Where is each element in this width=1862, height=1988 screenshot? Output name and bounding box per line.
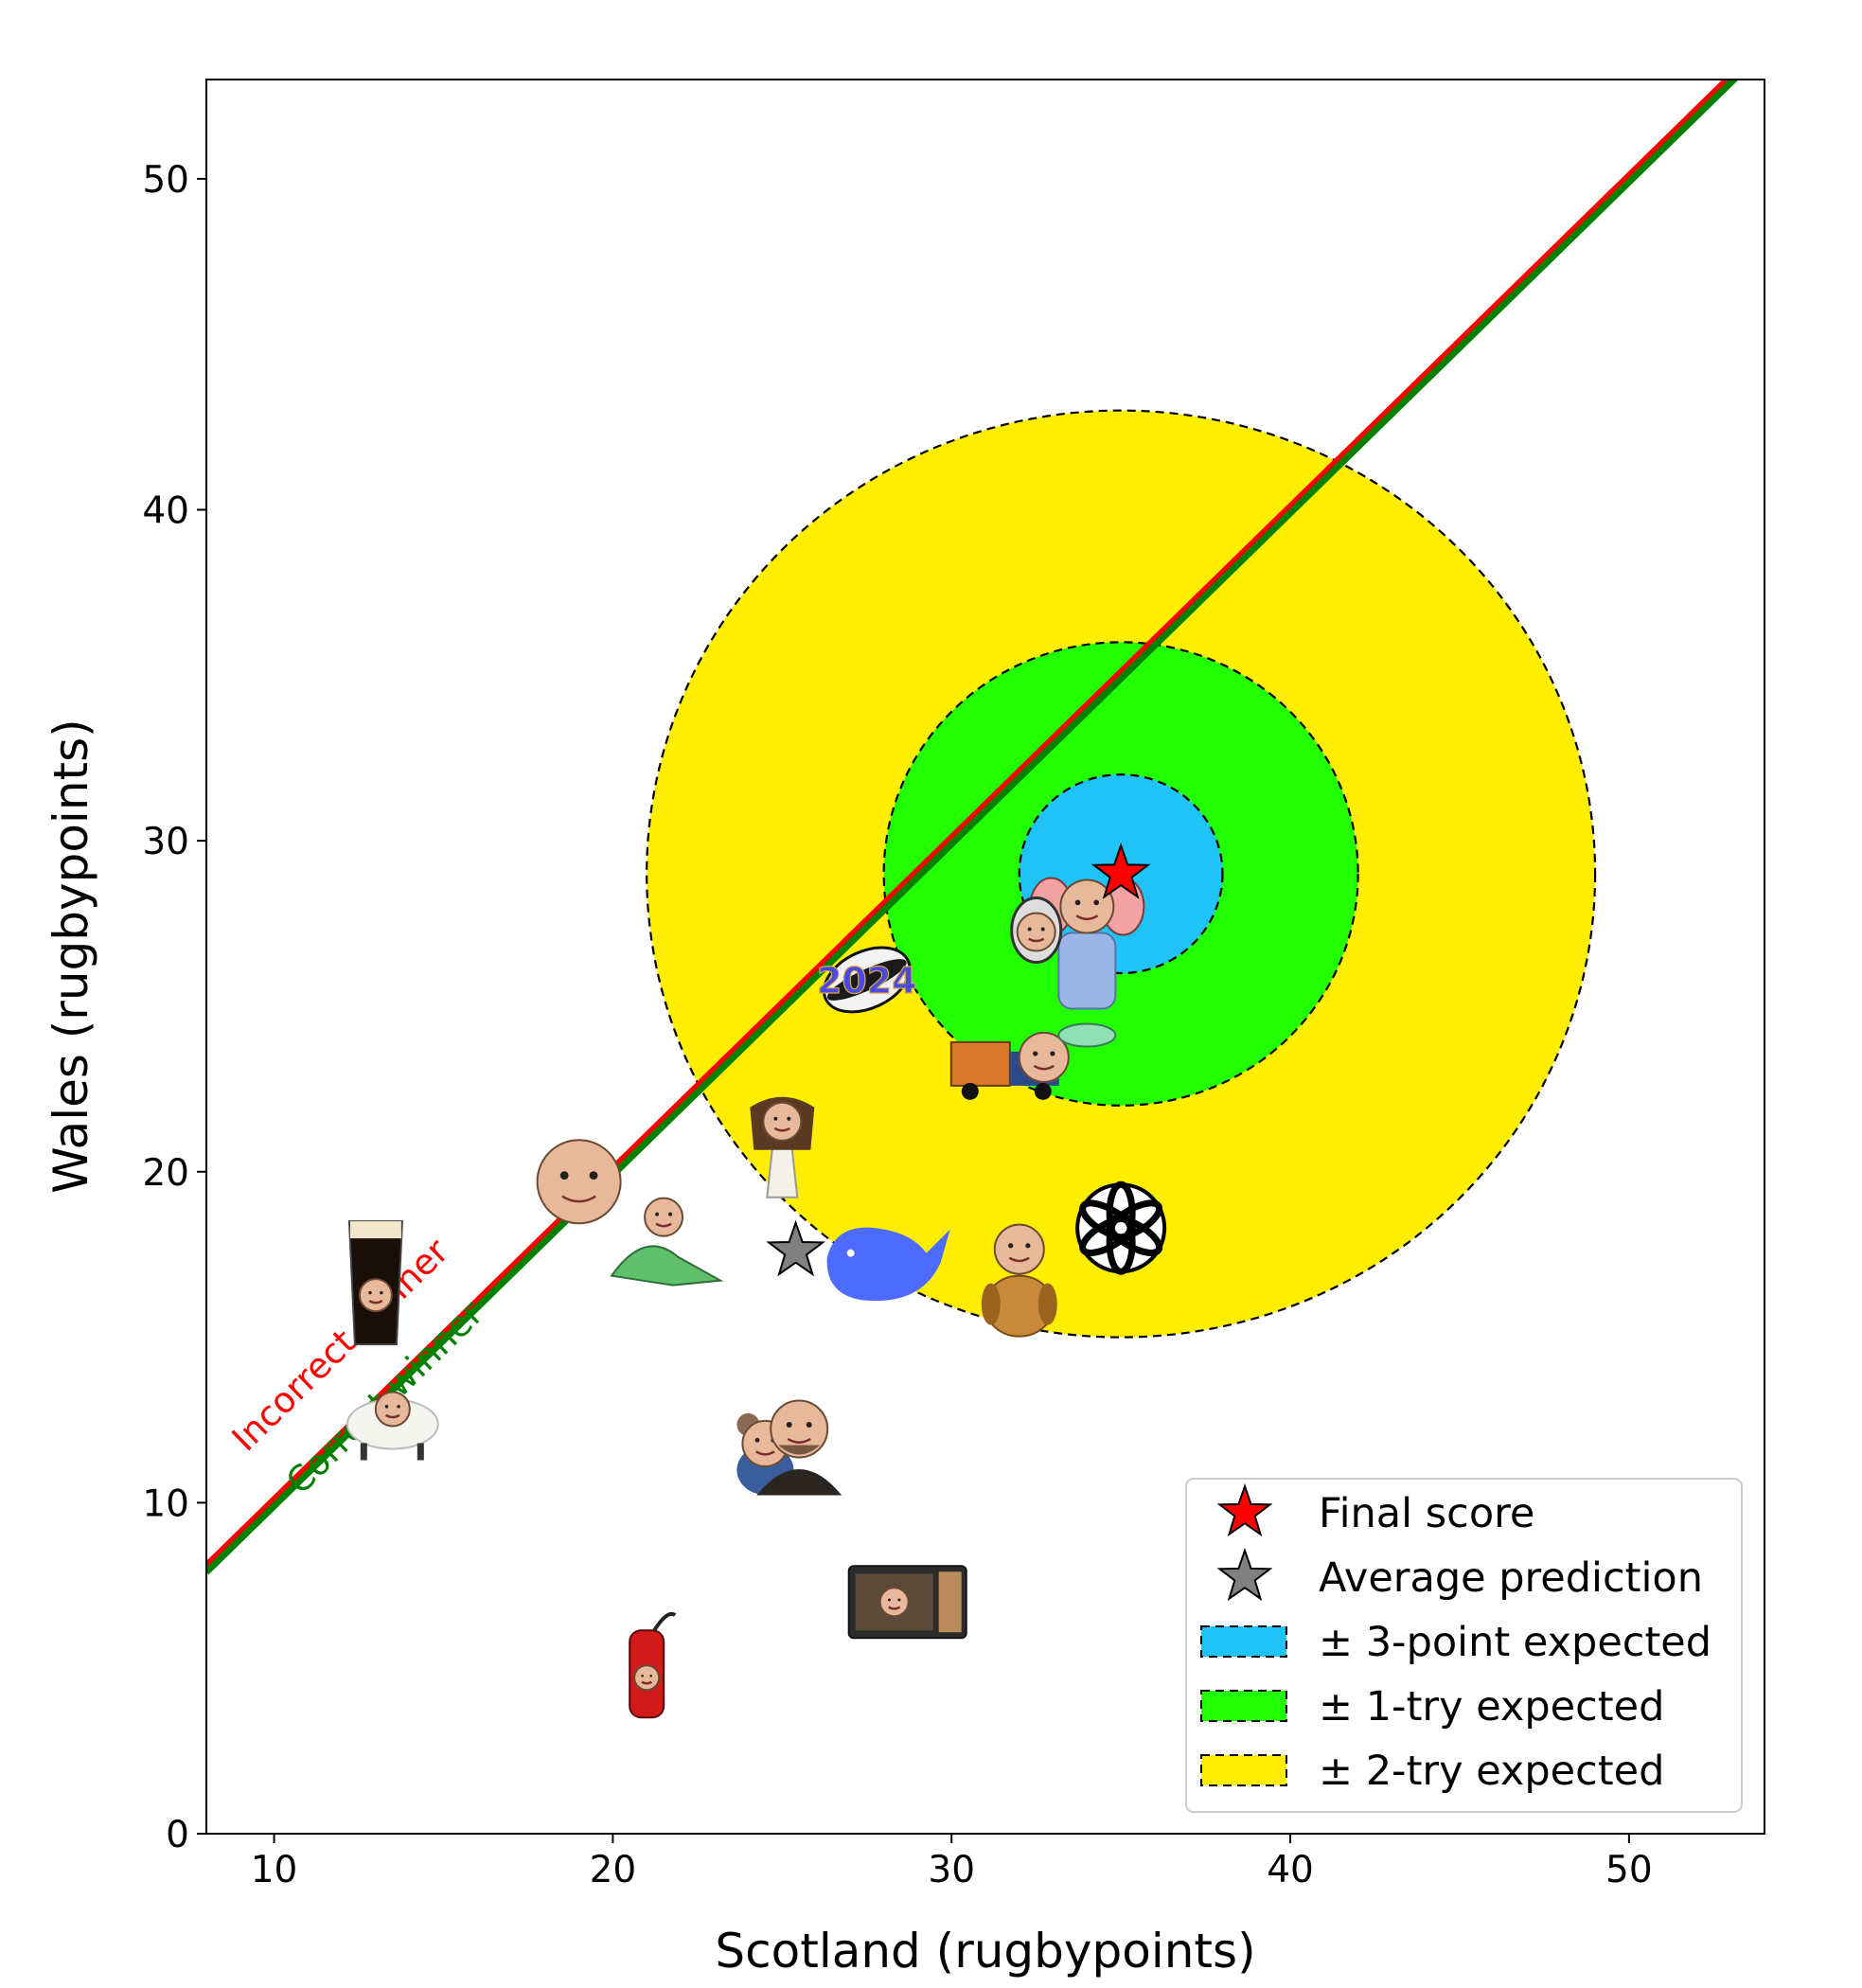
dog-icon — [981, 1223, 1057, 1338]
svg-text:2024: 2024 — [817, 960, 917, 1002]
y-tick-label-0: 0 — [166, 1814, 189, 1856]
legend-label-average-prediction: Average prediction — [1319, 1554, 1703, 1602]
pint-glass-icon — [347, 1220, 403, 1346]
rugby-ball-icon: 2024 — [816, 946, 917, 1014]
baby-face-icon — [536, 1139, 622, 1225]
rugby-ball-2024: 2024 — [816, 946, 917, 1014]
correct-winner-line — [206, 80, 1739, 1575]
dog-person — [981, 1223, 1057, 1338]
y-tick-label-30: 30 — [142, 821, 189, 863]
y-tick-label-10: 10 — [142, 1482, 189, 1525]
legend-label-3-point-expected: ± 3-point expected — [1319, 1619, 1711, 1666]
plot-frame — [205, 79, 1765, 1835]
fire-extinguisher-icon — [629, 1611, 677, 1719]
legend-patch-2-try-expected — [1200, 1754, 1287, 1786]
dinosaur-person — [610, 1197, 724, 1287]
whale-icon — [826, 1227, 950, 1302]
average-prediction-marker — [766, 1219, 825, 1277]
x-tick-label-30: 30 — [928, 1849, 975, 1891]
bearded-person — [756, 1399, 842, 1496]
truck-icon — [949, 1031, 1070, 1100]
legend-label-2-try-expected: ± 2-try expected — [1319, 1748, 1664, 1795]
person-icon — [756, 1399, 842, 1496]
y-tick-label-40: 40 — [142, 490, 189, 533]
legend-patch-1-try-expected — [1200, 1690, 1287, 1722]
whale — [826, 1227, 950, 1302]
bear-person — [736, 1412, 794, 1495]
dinosaur-icon — [610, 1197, 724, 1287]
legend-marker-final-score — [1216, 1482, 1273, 1537]
bear-toy-icon — [736, 1412, 794, 1495]
sheep-icon — [346, 1391, 439, 1461]
legend-marker-average-prediction — [1216, 1547, 1273, 1602]
angel-person — [750, 1096, 815, 1198]
pint-glass-person — [347, 1220, 403, 1346]
truck-person — [949, 1031, 1070, 1100]
x-tick-label-10: 10 — [251, 1849, 298, 1891]
x-tick-label-40: 40 — [1267, 1849, 1314, 1891]
legend-box — [1185, 1478, 1743, 1813]
legend-patch-3-point-expected — [1200, 1625, 1287, 1658]
y-axis-title: Wales (rugbypoints) — [44, 719, 98, 1193]
y-tick-label-20: 20 — [142, 1152, 189, 1195]
y-tick-label-50: 50 — [142, 159, 189, 202]
fire-extinguisher-person — [629, 1611, 677, 1719]
mirror-person — [1010, 896, 1063, 965]
microwave-person — [847, 1565, 967, 1640]
openai-logo-icon — [1075, 1180, 1167, 1275]
microwave-icon — [847, 1565, 967, 1640]
x-tick-label-20: 20 — [590, 1849, 637, 1891]
incorrect-winner-line — [206, 80, 1732, 1569]
baby-face — [536, 1139, 622, 1225]
legend-label-1-try-expected: ± 1-try expected — [1319, 1683, 1664, 1731]
legend: Final score Average prediction ± 3-point e… — [1185, 1478, 1743, 1813]
angel-icon — [750, 1096, 815, 1198]
sheep-person — [346, 1391, 439, 1461]
legend-label-final-score: Final score — [1319, 1490, 1534, 1537]
openai-logo — [1075, 1180, 1167, 1275]
mirror-person-icon — [1010, 896, 1063, 965]
final-score-marker — [1091, 843, 1151, 899]
x-axis-title: Scotland (rugbypoints) — [715, 1924, 1255, 1979]
x-tick-label-50: 50 — [1605, 1849, 1653, 1891]
